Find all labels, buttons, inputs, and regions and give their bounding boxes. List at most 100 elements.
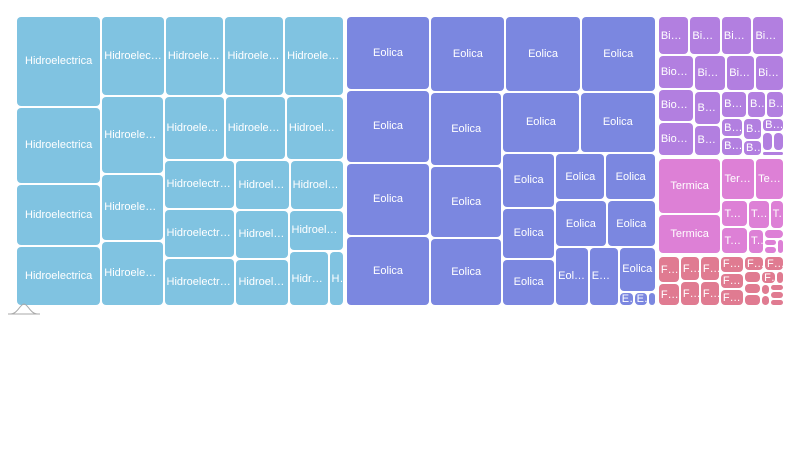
tile-label: Eolica (513, 174, 544, 187)
tile: Eolica (589, 247, 618, 305)
tile-label: Eolica (513, 276, 544, 289)
tile: Biomasa (721, 17, 752, 55)
tile (649, 292, 655, 305)
tile-label: Termica (750, 208, 769, 221)
tile: Fotovoltaica (658, 257, 679, 283)
tile: Fotovoltaica (700, 257, 719, 280)
tile (771, 285, 783, 291)
tile-label: Biomasa (768, 98, 783, 111)
tile-label: Hidroelectrica (166, 227, 234, 240)
tile: Hidroelectrica (290, 160, 343, 209)
tile (744, 295, 761, 305)
tile: Hidroelectrica (17, 184, 101, 246)
tile: Hidroelectrica (164, 209, 235, 258)
tile: Fotovoltaica (720, 257, 743, 272)
tile: Eolica (606, 153, 655, 200)
treemap: Hidroelectrica Hidroelectrica Hidroelectri… (15, 15, 785, 307)
tile-label: Eolica (451, 123, 482, 136)
tile: Termica (756, 158, 783, 200)
tile: Eolica (431, 167, 502, 237)
tile-label: Biomasa (697, 66, 725, 79)
tile-label: Hidroelectrica (227, 121, 285, 134)
tile: Eolica (503, 93, 579, 152)
tile-label: Fotovoltaica (746, 257, 763, 270)
tile-label: Termica (670, 179, 709, 192)
tile: Hidroelectrica (17, 17, 101, 106)
tile-label: Fotovoltaica (682, 287, 699, 300)
tile: Eolica (607, 201, 655, 246)
tile: Fotovoltaica (658, 284, 679, 305)
tile-label: Biomasa (660, 29, 689, 42)
tile-label: Eolica (373, 120, 404, 133)
tile-label: Eolica (525, 116, 556, 129)
tile: Hidroelectrica (17, 107, 101, 183)
tile: Biomasa (658, 17, 689, 55)
tile: Termica (748, 201, 769, 228)
tile-label: Biomasa (746, 141, 762, 154)
tile-label: Eolica (602, 116, 633, 129)
tile-label: Eolica (565, 170, 596, 183)
tile-label: Fotovoltaica (660, 263, 679, 276)
tile: Biomasa (763, 119, 783, 132)
tile-label: Fotovoltaica (682, 262, 699, 275)
tile (771, 299, 783, 305)
tile-label: Biomasa (765, 119, 783, 132)
tile-label: Termica (670, 227, 709, 240)
tile-label: Fotovoltaica (766, 257, 783, 270)
tile: Eolica (619, 247, 655, 291)
tile-label: Hidroelectrica (238, 228, 288, 241)
tile-label: Hidroelectrica (25, 208, 93, 221)
tile: Hidroelectrica (225, 97, 285, 159)
tile: Hidroelectrica (285, 17, 343, 96)
tile (764, 247, 777, 254)
tile-label: Eolica (451, 265, 482, 278)
tile-label: Hidroelectrica (238, 178, 289, 191)
tile: Hidroelectrica (102, 241, 163, 305)
tile: Hidroelectrica (329, 252, 343, 305)
tile: Biomasa (658, 123, 694, 155)
tile: Biomasa (727, 56, 755, 90)
tile-label: Eolica (622, 263, 653, 276)
tile-label: Fotovoltaica (722, 258, 743, 271)
tile: Eolica (503, 153, 555, 207)
tile: Eolica (431, 17, 505, 92)
tile: Hidroelectrica (286, 97, 343, 159)
tile: Hidroelectrica (289, 210, 343, 251)
tile-label: Eolica (565, 217, 596, 230)
tile-label: Biomasa (723, 29, 752, 42)
tile: Biomasa (744, 140, 762, 155)
tile: Eolica (634, 292, 648, 305)
tile (764, 229, 783, 238)
tile-label: Eolica (452, 48, 483, 61)
toolbar-icon (8, 303, 40, 315)
tile-label: Hidroelectrica (104, 129, 162, 141)
tile: Eolica (503, 259, 555, 305)
tile (762, 285, 770, 295)
tile: Fotovoltaica (700, 282, 719, 305)
tile-label: Hidroelectrica (238, 276, 288, 289)
tile-label: Eolica (558, 270, 588, 283)
tile-label: Biomasa (755, 29, 783, 42)
tile: Biomasa (748, 91, 765, 118)
tile-label: Eolica (451, 196, 482, 209)
tile: Eolica (346, 17, 430, 90)
tile-label: Eolica (528, 48, 559, 61)
tile-label: Hidroelectrica (25, 270, 93, 282)
tile: Biomasa (722, 91, 747, 118)
tile-label: Fotovoltaica (722, 275, 743, 287)
tile (774, 133, 783, 151)
tile: Hidroelectrica (164, 160, 235, 208)
tile-label: Biomasa (724, 140, 742, 153)
tile-label: Fotovoltaica (660, 288, 679, 301)
tile: Biomasa (766, 91, 783, 118)
tile: Eolica (346, 91, 430, 162)
tile: Termica (722, 201, 747, 227)
tile-label: Biomasa (660, 133, 694, 146)
tile-label: Eolica (373, 47, 404, 60)
tile-label: Termica (724, 234, 747, 247)
tile-label: Biomasa (697, 101, 720, 114)
tile: Biomasa (756, 56, 783, 90)
tile (771, 292, 783, 298)
tile-label: Hidroelectrica (291, 272, 328, 285)
tile: Termica (658, 214, 721, 254)
